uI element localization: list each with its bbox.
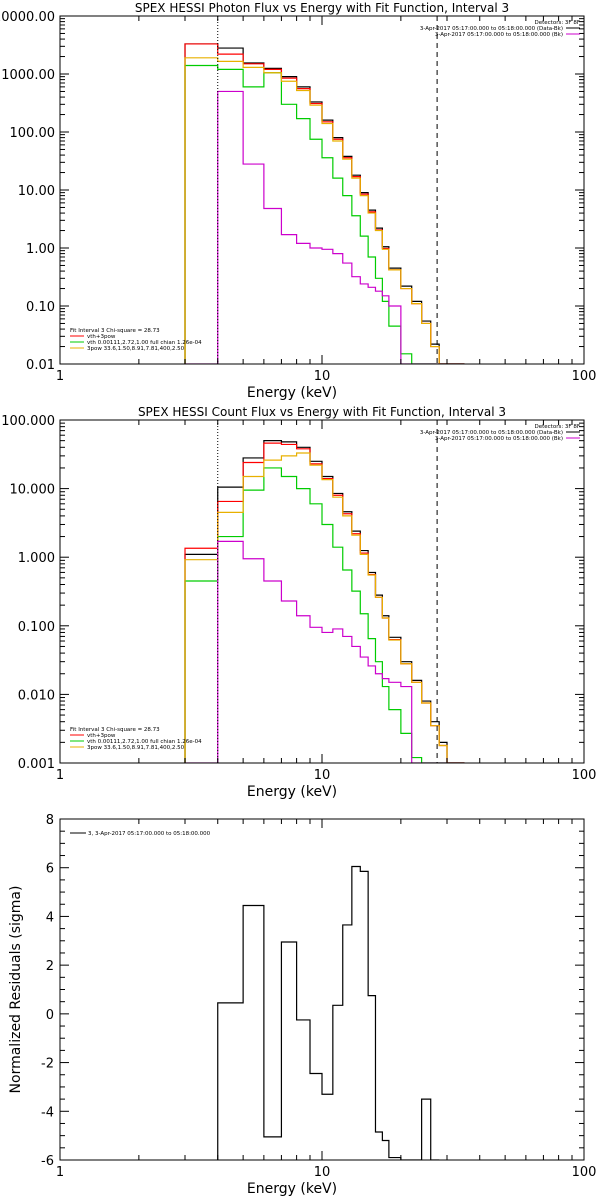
x-tick-label: 100: [572, 768, 597, 783]
chart-title: SPEX HESSI Photon Flux vs Energy with Fi…: [135, 1, 509, 15]
series-group: [184, 43, 465, 364]
fit-legend-entry: 3pow 33.6,1.50,8.91,7.81,400,2.50: [87, 346, 185, 352]
x-axis-title: Energy (keV): [247, 385, 337, 401]
y-ticks: [60, 419, 584, 764]
x-tick-label: 1: [56, 1165, 64, 1180]
fit-legend-header: Fit Interval 3 Chi-square = 28.73: [70, 328, 160, 334]
fit-legend-header: Fit Interval 3 Chi-square = 28.73: [70, 727, 160, 733]
y-tick-label: 0.001: [18, 757, 55, 772]
legend-entry: 3, 3-Apr-2017 05:17:00.000 to 05:18:00.0…: [88, 831, 211, 837]
legend-entry: 3-Apr-2017 05:17:00.000 to 05:18:00.000 …: [420, 430, 563, 436]
legend-entry: 3-Apr-2017 05:17:00.000 to 05:18:00.000 …: [435, 436, 563, 442]
plot-frame: [59, 818, 585, 1161]
fit-legend-entry: vth+3pow: [87, 334, 116, 340]
y-tick-label: 10.000: [10, 483, 56, 498]
series-group: [217, 865, 440, 1160]
chart-title: SPEX HESSI Count Flux vs Energy with Fit…: [138, 405, 506, 419]
y-tick-label: 1000.00: [1, 68, 55, 83]
fit-legend-entry: vth 0.00111,2.72,1.00 full chian 1.26e-0…: [87, 340, 202, 346]
y-axis-title: Normalized Residuals (sigma): [8, 886, 24, 1094]
x-ticks: [59, 420, 573, 763]
x-tick-label: 1: [56, 369, 64, 384]
y-tick-label: -6: [41, 1154, 54, 1169]
x-tick-label: 100: [572, 369, 597, 384]
panel-2: 1 10 100 100.000 10.000 1.000 0.100 0.010 0.001 S…: [1, 405, 596, 800]
fit-legend-entry: vth+3pow: [87, 733, 116, 739]
series-line-1: [217, 865, 440, 1160]
y-tick-label: 10.00: [18, 184, 55, 199]
series-line-4: [184, 57, 465, 364]
x-tick-label: 10: [314, 768, 331, 783]
y-tick-label: -4: [41, 1105, 54, 1120]
series-line-3: [184, 64, 465, 364]
legend-header: Detectors: 3F 8F: [534, 20, 580, 26]
plot-frame: [59, 15, 585, 365]
y-tick-label: 6: [46, 862, 54, 877]
series-line-5: [185, 540, 465, 763]
y-tick-label: 1.000: [18, 551, 55, 566]
x-tick-label: 100: [572, 1165, 597, 1180]
y-tick-label: 0: [46, 1008, 54, 1023]
x-tick-label: 10: [314, 369, 331, 384]
y-ticks: [60, 818, 584, 1161]
x-tick-label: 10: [314, 1165, 331, 1180]
legend-entry: 3-Apr-2017 05:17:00.000 to 05:18:00.000 …: [420, 26, 563, 32]
y-tick-label: 100.00: [10, 126, 56, 141]
y-tick-label: 2: [46, 959, 54, 974]
x-ticks: [59, 819, 573, 1160]
y-tick-label: 0.010: [18, 688, 55, 703]
fit-legend-entry: 3pow 33.6,1.50,8.91,7.81,400,2.50: [87, 745, 185, 751]
x-ticks: [59, 16, 573, 364]
series-group: [184, 440, 465, 763]
legend-header: Detectors: 3F 8F: [534, 424, 580, 430]
series-line-5: [185, 90, 465, 364]
y-tick-label: -2: [41, 1057, 54, 1072]
x-tick-label: 1: [56, 768, 64, 783]
legend-entry: 3-Apr-2017 05:17:00.000 to 05:18:00.000 …: [435, 32, 563, 38]
panel-3: 1 10 100 8 6 4 2 0 -2 -4 -6 Energy (keV) Normalized …: [8, 813, 596, 1197]
y-tick-label: 1.00: [26, 242, 55, 257]
y-tick-label: 100.000: [1, 414, 55, 429]
y-tick-label: 0.01: [26, 358, 55, 373]
y-tick-label: 0.10: [26, 300, 55, 315]
y-tick-label: 8: [46, 813, 54, 828]
y-tick-label: 4: [46, 910, 54, 925]
series-line-2: [184, 442, 465, 763]
fit-legend-entry: vth 0.00111,2.72,1.00 full chian 1.26e-0…: [87, 739, 202, 745]
y-ticks: [60, 15, 584, 365]
y-tick-label: 0.100: [18, 620, 55, 635]
x-axis-title: Energy (keV): [247, 784, 337, 800]
series-line-4: [184, 452, 465, 763]
series-line-1: [184, 440, 465, 763]
x-axis-title: Energy (keV): [247, 1181, 337, 1197]
